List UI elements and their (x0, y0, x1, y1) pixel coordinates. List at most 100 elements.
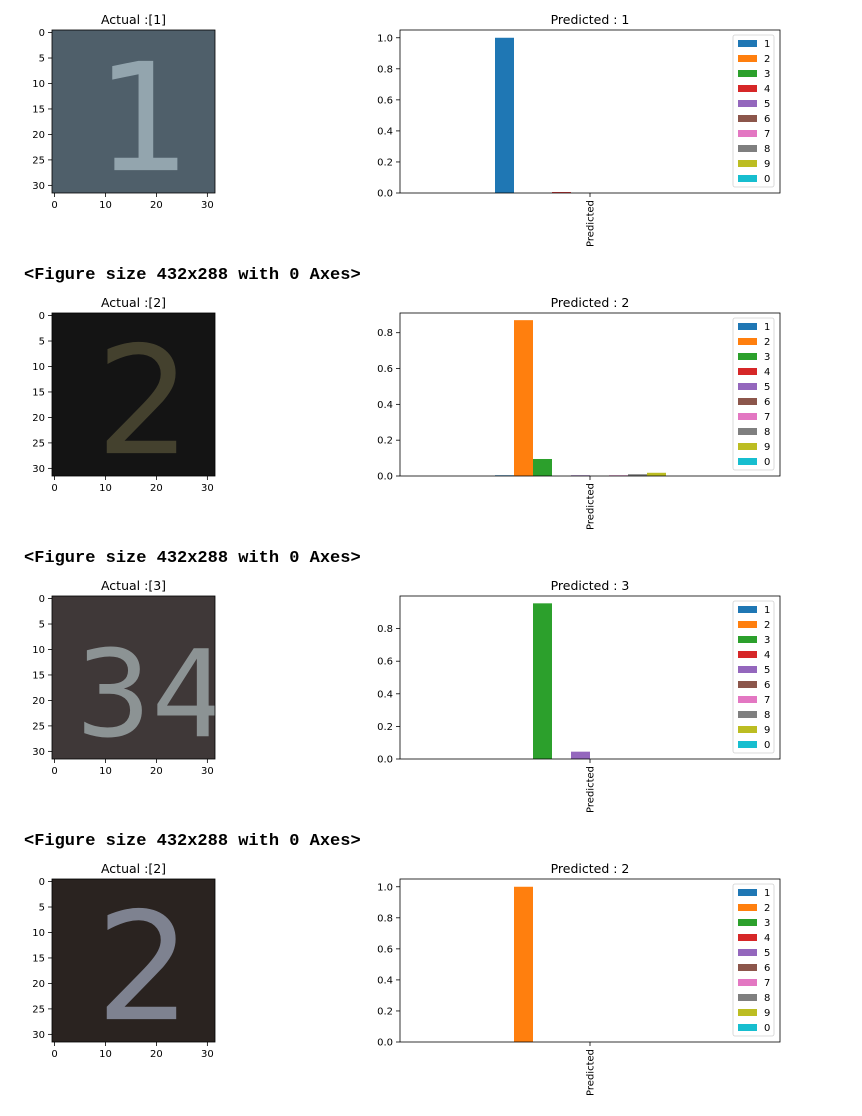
legend-label: 5 (764, 948, 770, 959)
legend-label: 2 (764, 54, 770, 65)
y-tick-label: 0.8 (377, 913, 393, 924)
image-y-tick-label: 15 (32, 104, 45, 115)
legend-swatch-3 (738, 70, 757, 77)
legend-label: 3 (764, 918, 770, 929)
figure-caption: <Figure size 432x288 with 0 Axes> (24, 266, 361, 285)
image-y-tick-label: 30 (32, 181, 45, 192)
legend-swatch-1 (738, 40, 757, 47)
y-tick-label: 0.0 (377, 755, 393, 766)
legend-label: 6 (764, 114, 770, 125)
bar-series-4 (552, 192, 571, 193)
chart-legend: 1 2 3 4 5 6 7 8 9 0 (732, 600, 775, 754)
y-tick-label: 0.6 (377, 944, 393, 955)
image-x-tick-label: 0 (51, 766, 57, 777)
image-frame (51, 29, 216, 194)
chart-legend: 1 2 3 4 5 6 7 8 9 0 (732, 317, 775, 471)
legend-swatch-2 (738, 55, 757, 62)
legend-swatch-7 (738, 979, 757, 986)
chart-legend: 1 2 3 4 5 6 7 8 9 0 (732, 34, 775, 188)
legend-label: 0 (764, 1023, 770, 1034)
y-tick-label: 0.8 (377, 64, 393, 75)
y-tick-label: 0.4 (377, 126, 393, 137)
image-y-tick-label: 25 (32, 155, 45, 166)
legend-swatch-3 (738, 353, 757, 360)
y-tick-label: 0.8 (377, 624, 393, 635)
legend-swatch-6 (738, 398, 757, 405)
legend-swatch-9 (738, 1009, 757, 1016)
figure-caption: <Figure size 432x288 with 0 Axes> (24, 832, 361, 851)
figure-caption: <Figure size 432x288 with 0 Axes> (24, 549, 361, 568)
digit-image: 1 (52, 30, 215, 206)
image-y-tick-label: 20 (32, 696, 45, 707)
image-y-tick-label: 20 (32, 130, 45, 141)
image-frame (51, 595, 216, 760)
x-tick-label: Predicted (586, 766, 597, 813)
image-x-tick-label: 10 (99, 483, 112, 494)
legend-swatch-7 (738, 696, 757, 703)
legend-swatch-1 (738, 606, 757, 613)
figure-panel: Actual :[2]20 10 20 30051015202530Predicted… (24, 295, 781, 568)
image-y-tick-label: 25 (32, 721, 45, 732)
image-x-tick-label: 10 (99, 766, 112, 777)
legend-swatch-4 (738, 651, 757, 658)
figure-panel: Actual :[3]340 10 20 30051015202530Predicte… (24, 578, 781, 851)
image-background (52, 313, 215, 476)
legend-label: 8 (764, 427, 770, 438)
chart-title: Predicted : 3 (551, 578, 630, 593)
digit-image: 2 (52, 313, 215, 476)
image-digit: 1 (96, 32, 191, 206)
y-tick-label: 0.2 (377, 722, 393, 733)
image-y-tick-label: 30 (32, 747, 45, 758)
image-y-tick-label: 25 (32, 438, 45, 449)
legend-swatch-5 (738, 949, 757, 956)
image-x-tick-label: 30 (201, 766, 214, 777)
legend-label: 2 (764, 337, 770, 348)
legend-label: 9 (764, 725, 770, 736)
legend-label: 5 (764, 382, 770, 393)
legend-swatch-7 (738, 413, 757, 420)
y-tick-label: 0.6 (377, 657, 393, 668)
legend-swatch-6 (738, 115, 757, 122)
legend-swatch-1 (738, 889, 757, 896)
image-x-tick-label: 20 (150, 200, 163, 211)
image-background (52, 596, 215, 759)
digit-image: 2 (52, 879, 215, 1042)
image-x-tick-label: 30 (201, 483, 214, 494)
image-y-tick-label: 10 (32, 928, 45, 939)
legend-label: 6 (764, 397, 770, 408)
image-x-tick-label: 10 (99, 1049, 112, 1060)
legend-swatch-9 (738, 160, 757, 167)
image-digit: 34 (75, 626, 228, 765)
legend-swatch-4 (738, 85, 757, 92)
legend-label: 8 (764, 993, 770, 1004)
image-y-tick-label: 20 (32, 979, 45, 990)
chart-frame (399, 29, 781, 194)
legend-label: 6 (764, 680, 770, 691)
bar-series-2 (514, 886, 533, 1042)
chart-frame (399, 878, 781, 1043)
image-y-tick-label: 15 (32, 953, 45, 964)
y-tick-label: 1.0 (377, 882, 393, 893)
y-tick-label: 0.0 (377, 472, 393, 483)
image-y-tick-label: 30 (32, 464, 45, 475)
legend-swatch-6 (738, 681, 757, 688)
legend-label: 2 (764, 903, 770, 914)
legend-label: 4 (764, 84, 770, 95)
image-y-tick-label: 15 (32, 387, 45, 398)
image-frame (51, 878, 216, 1043)
legend-label: 3 (764, 69, 770, 80)
image-frame (51, 312, 216, 477)
legend-label: 7 (764, 695, 770, 706)
legend-swatch-0 (738, 741, 757, 748)
legend-label: 5 (764, 99, 770, 110)
image-y-tick-label: 5 (39, 620, 45, 631)
legend-swatch-3 (738, 919, 757, 926)
x-tick-label: Predicted (586, 1049, 597, 1096)
image-x-tick-label: 30 (201, 200, 214, 211)
image-title: Actual :[2] (101, 295, 166, 310)
image-y-tick-label: 0 (39, 28, 45, 39)
y-tick-label: 0.0 (377, 1038, 393, 1049)
chart-title: Predicted : 2 (551, 295, 630, 310)
image-y-tick-label: 5 (39, 54, 45, 65)
legend-label: 1 (764, 888, 770, 899)
